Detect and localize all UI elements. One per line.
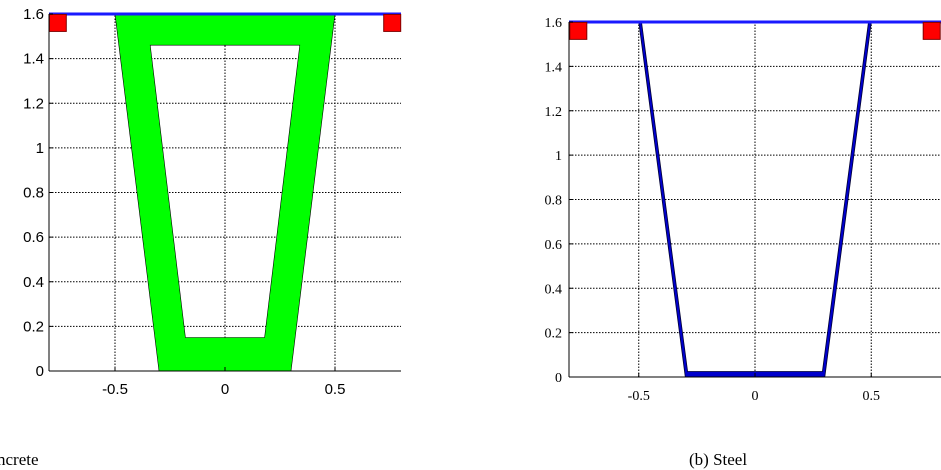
y-tick-label: 0.2 <box>23 318 44 335</box>
x-tick-label: 0.5 <box>863 389 881 404</box>
y-tick-label: 1.4 <box>23 51 44 68</box>
y-tick-label: 0.4 <box>545 282 563 297</box>
x-tick-label: 0 <box>752 389 759 404</box>
y-tick-label: 0 <box>36 363 44 380</box>
y-tick-label: 1.2 <box>545 105 563 120</box>
marker-1 <box>383 13 402 32</box>
x-tick-label: 0 <box>221 381 229 398</box>
cross-section-concrete <box>115 14 335 371</box>
y-tick-label: 0.8 <box>23 185 44 202</box>
y-tick-label: 1.6 <box>23 6 44 23</box>
y-tick-label: 0.6 <box>23 229 44 246</box>
x-tick-label: 0.5 <box>325 381 346 398</box>
y-tick-label: 0.8 <box>545 194 563 209</box>
y-tick-label: 0 <box>555 371 562 386</box>
plot-concrete: 0 0.2 0.4 0.6 0.8 1 1.2 1.4 1.6 -0.5 0 0.5 <box>23 6 402 398</box>
y-tick-label: 1.6 <box>545 16 563 31</box>
y-tick-label: 0.2 <box>545 327 563 342</box>
plot-steel: 0 0.2 0.4 0.6 0.8 1 1.2 1.4 1.6 -0.5 0 0.5 <box>545 16 941 404</box>
caption-concrete: ncrete <box>0 450 39 469</box>
y-tick-label: 1.4 <box>545 60 563 75</box>
y-tick-label: 0.6 <box>545 238 563 253</box>
y-tick-label: 1 <box>555 149 562 164</box>
x-tick-label: -0.5 <box>628 389 650 404</box>
caption-steel: (b) Steel <box>689 450 748 469</box>
y-tick-label: 1.2 <box>23 95 44 112</box>
x-tick-label: -0.5 <box>102 381 128 398</box>
marker-1 <box>922 21 941 40</box>
marker-0 <box>569 21 588 40</box>
marker-0 <box>48 13 67 32</box>
y-tick-label: 1 <box>36 140 44 157</box>
y-tick-label: 0.4 <box>23 274 44 291</box>
